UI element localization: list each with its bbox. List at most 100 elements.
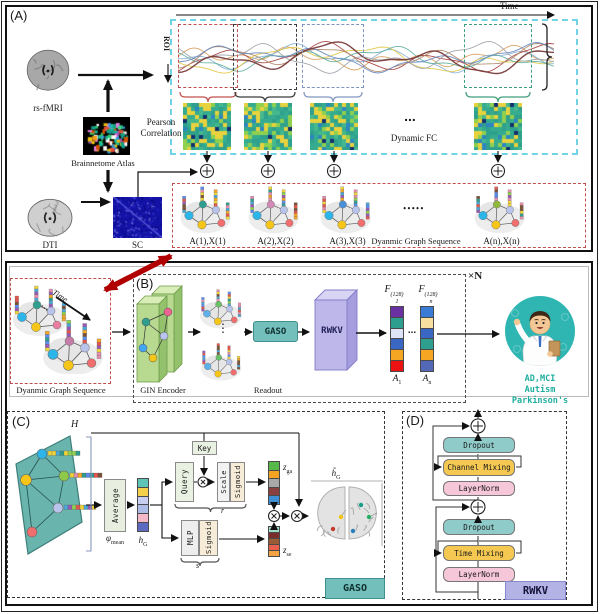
brain-graph-2	[248, 186, 299, 234]
panel-b-container	[9, 266, 589, 397]
hg-tilde-label: h̃G	[331, 468, 341, 481]
pearson-correlation-label: Pearson Correlation	[140, 117, 182, 138]
time-mixing-box: Time Mixing	[443, 545, 515, 561]
mlp-box: MLP	[181, 520, 199, 556]
panel-b-dashed-box	[133, 274, 466, 403]
r-brace-label: r	[221, 506, 225, 515]
panel-bcd-border	[5, 261, 593, 606]
dti-brain-image	[23, 194, 77, 238]
dynamic-fc-label: Dynamic FC	[390, 133, 438, 143]
readout-ellipsis: ⋮	[217, 321, 229, 335]
sc-label: SC	[131, 240, 143, 250]
brain-graph-3	[320, 186, 371, 234]
rwkv-slab-art	[313, 288, 359, 372]
graph-label-n: A(n),X(n)	[483, 236, 520, 246]
graph-sequence-label-b: Dyanmic Graph Sequence	[16, 385, 106, 395]
feature-vector-fn	[420, 306, 434, 372]
fc-matrix-1	[183, 103, 231, 150]
layernorm-box-top: LayerNorm	[443, 481, 515, 496]
atlas-label: Brainnetome Atlas	[71, 158, 135, 168]
channel-mixing-box: Channel Mixing	[443, 459, 515, 476]
gaso-caption-label: GASO	[342, 583, 368, 594]
panel-c-label: (C)	[12, 414, 31, 429]
s-brace-label: s	[196, 561, 200, 570]
zse-gate-bar	[268, 526, 280, 557]
dropout-box-bottom: Dropout	[443, 519, 515, 535]
adjacency-an-label: An	[422, 374, 432, 386]
window-green	[464, 24, 532, 88]
graph-parallelogram-art	[15, 435, 103, 555]
gin-encoder-label: GIN Encoder	[140, 385, 186, 395]
graph-sequence-art	[13, 285, 103, 374]
gin-encoder-art	[136, 285, 183, 383]
graph-sequence-label-a: Dyanmic Graph Sequence	[371, 236, 461, 246]
gaso-caption-box: GASO	[325, 578, 385, 599]
dropout-box-top: Dropout	[443, 437, 515, 453]
window-black	[233, 24, 297, 90]
panel-c-dashed-box	[7, 411, 385, 598]
graph-sequence-dashed-box-a	[172, 183, 586, 248]
hg-label: hG	[138, 535, 148, 548]
graph-sequence-ellipsis: •••••	[403, 204, 425, 213]
graph-label-3: A(3),X(3)	[329, 236, 366, 246]
query-box: Query	[175, 462, 194, 502]
readout-label: Readout	[253, 385, 283, 395]
panel-d-dashed-box	[402, 411, 567, 600]
dynamic-fc-dashed-box	[170, 19, 578, 155]
repeat-xn-label: ×N	[468, 270, 483, 282]
brainnetome-atlas-image	[83, 117, 130, 155]
rwkv-slab-label: RWKV	[321, 326, 343, 336]
rwkv-caption-box: RWKV	[505, 581, 566, 600]
window-blue	[302, 24, 364, 88]
roi-axis-label: ROI	[162, 36, 171, 52]
brain-graph-n	[474, 186, 525, 234]
scale-box: Scale	[217, 462, 230, 502]
dti-label: DTI	[42, 240, 58, 250]
key-box: Key	[192, 441, 217, 455]
time-axis-label: Time	[500, 1, 519, 11]
zga-gate-bar	[268, 461, 280, 505]
feature-f1-label: F (128) 1	[384, 284, 404, 305]
window-red	[178, 24, 238, 88]
readout-graph-bottom	[201, 343, 242, 381]
brain-connectome-image	[316, 486, 378, 540]
fc-ellipsis: ...	[404, 108, 416, 124]
panel-a-label: (A)	[10, 8, 28, 23]
fc-matrix-4	[474, 103, 522, 150]
diagnosis-line-1: AD,MCI	[524, 374, 556, 384]
brain-graph-1	[180, 186, 231, 234]
sigmoid-box-attention: Sigmoid	[230, 462, 245, 502]
average-box: Average	[104, 479, 126, 532]
node-feature-h-label: H	[71, 419, 79, 430]
rwkv-caption-label: RWKV	[522, 584, 549, 597]
feature-fn-label: F (128) n	[418, 284, 438, 305]
diagnosis-line-3: Parkinson's	[511, 396, 569, 406]
roi-timeseries-plot	[178, 40, 554, 75]
panel-a-border	[5, 5, 593, 252]
panel-d-label: (D)	[406, 413, 425, 428]
vector-ellipsis: ...	[407, 325, 417, 336]
fc-matrix-3	[310, 103, 358, 150]
adjacency-a1-label: A1	[392, 374, 402, 386]
sc-matrix-image	[113, 197, 162, 238]
diagnosis-line-2: Autism	[524, 385, 556, 395]
readout-graph-top	[199, 289, 242, 329]
doctor-illustration	[505, 296, 575, 366]
zse-label: zse	[283, 545, 292, 558]
fc-matrix-2	[244, 103, 292, 150]
rsfmri-label: rs-fMRI	[33, 103, 63, 113]
feature-vector-f1	[390, 306, 404, 372]
sigmoid-box-squeeze: Sigmoid	[199, 520, 218, 556]
gaso-module-box: GASO	[253, 321, 298, 342]
graph-label-2: A(2),X(2)	[257, 236, 294, 246]
graph-label-1: A(1),X(1)	[189, 236, 226, 246]
zga-label: zga	[283, 462, 293, 475]
graph-sequence-dashed-box-b	[10, 278, 111, 384]
hg-feature-bar	[137, 478, 149, 532]
layernorm-box-bottom: LayerNorm	[443, 567, 515, 582]
phi-mean-label: φmean	[106, 533, 124, 546]
gaso-module-label: GASO	[264, 326, 287, 337]
rsfmri-brain-image	[23, 47, 73, 95]
